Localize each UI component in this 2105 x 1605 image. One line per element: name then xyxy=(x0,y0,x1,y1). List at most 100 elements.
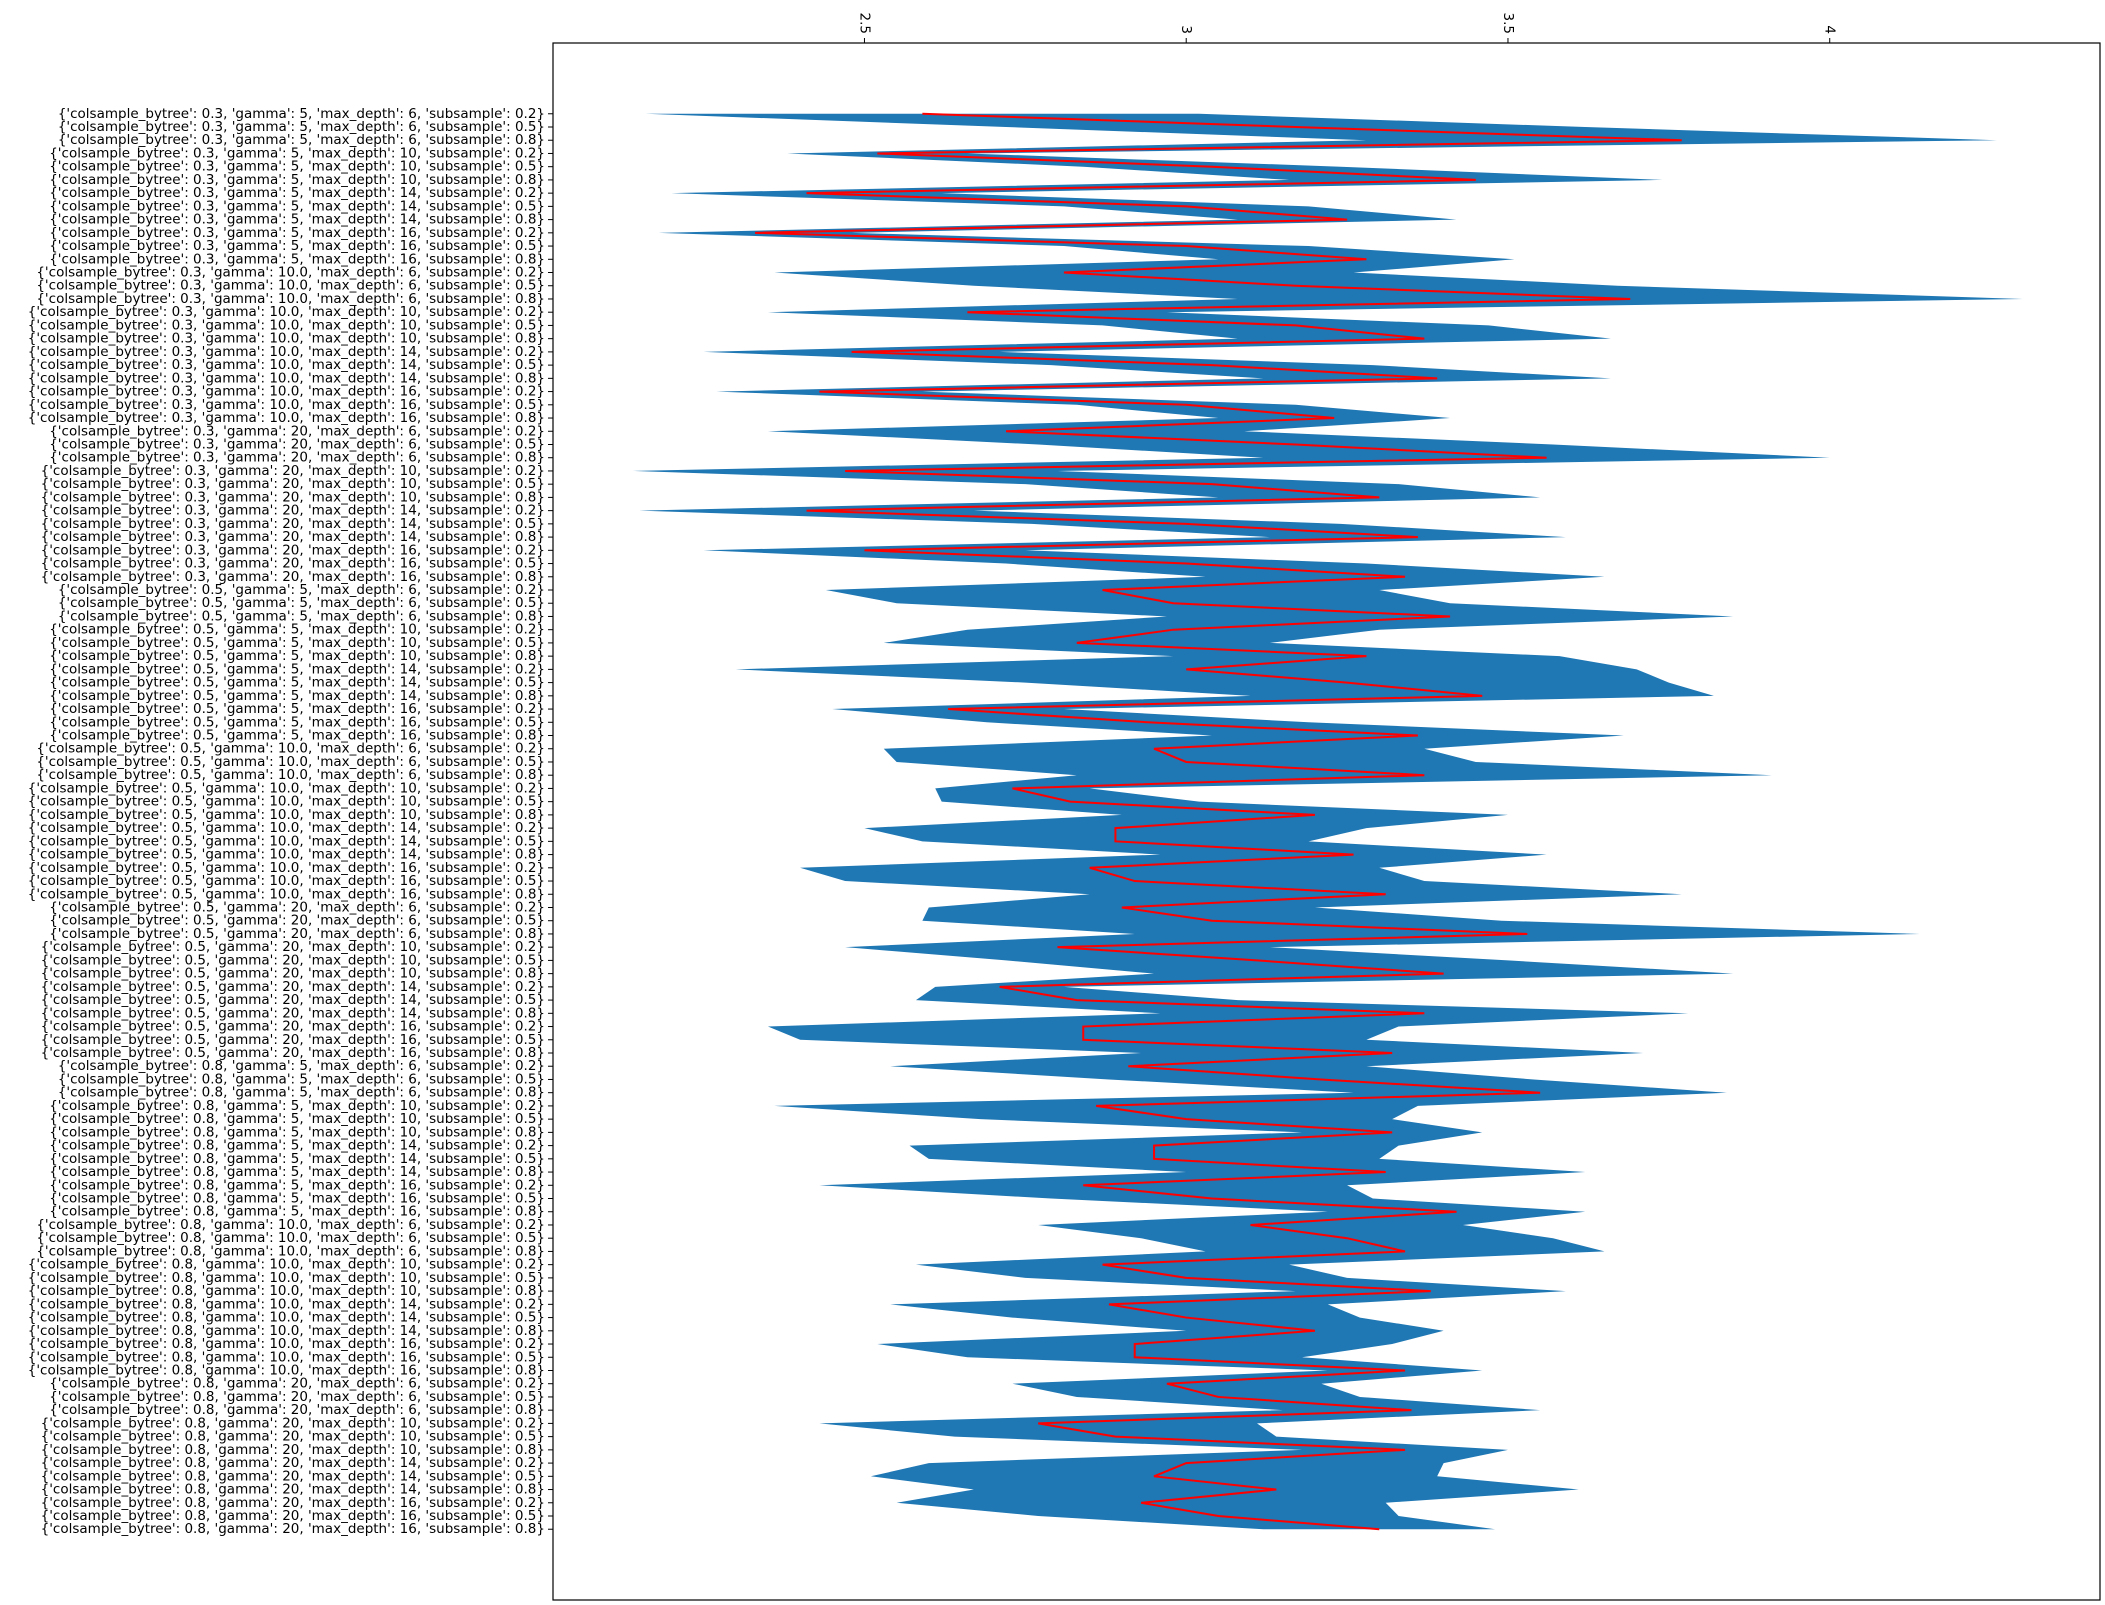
y-tick-label: {'colsample_bytree': 0.8, 'gamma': 20, '… xyxy=(49,1402,545,1418)
x-tick-label: 4 xyxy=(1822,25,1838,34)
y-tick-label: {'colsample_bytree': 0.5, 'gamma': 20, '… xyxy=(41,966,545,982)
y-tick-label: {'colsample_bytree': 0.5, 'gamma': 10.0,… xyxy=(28,860,545,876)
y-tick-label: {'colsample_bytree': 0.3, 'gamma': 20, '… xyxy=(41,516,545,532)
y-tick-label: {'colsample_bytree': 0.5, 'gamma': 20, '… xyxy=(41,979,545,995)
y-tick-label: {'colsample_bytree': 0.8, 'gamma': 5, 'm… xyxy=(49,1111,545,1127)
y-tick-label: {'colsample_bytree': 0.8, 'gamma': 20, '… xyxy=(49,1376,545,1392)
y-tick-label: {'colsample_bytree': 0.3, 'gamma': 10.0,… xyxy=(36,278,545,294)
y-tick-label: {'colsample_bytree': 0.3, 'gamma': 5, 'm… xyxy=(58,119,545,135)
y-tick-label: {'colsample_bytree': 0.5, 'gamma': 20, '… xyxy=(41,1032,545,1048)
y-tick-label: {'colsample_bytree': 0.5, 'gamma': 5, 'm… xyxy=(58,595,545,611)
y-tick-label: {'colsample_bytree': 0.5, 'gamma': 5, 'm… xyxy=(49,635,545,651)
y-tick-label: {'colsample_bytree': 0.5, 'gamma': 20, '… xyxy=(41,992,545,1008)
y-tick-label: {'colsample_bytree': 0.3, 'gamma': 5, 'm… xyxy=(49,251,545,267)
y-tick-label: {'colsample_bytree': 0.8, 'gamma': 5, 'm… xyxy=(58,1071,545,1087)
y-tick-label: {'colsample_bytree': 0.8, 'gamma': 5, 'm… xyxy=(49,1138,545,1154)
y-tick-label: {'colsample_bytree': 0.3, 'gamma': 20, '… xyxy=(41,489,545,505)
y-tick-label: {'colsample_bytree': 0.3, 'gamma': 10.0,… xyxy=(28,344,545,360)
y-tick-label: {'colsample_bytree': 0.3, 'gamma': 20, '… xyxy=(41,503,545,519)
y-tick-label: {'colsample_bytree': 0.8, 'gamma': 10.0,… xyxy=(28,1283,545,1299)
y-tick-label: {'colsample_bytree': 0.5, 'gamma': 5, 'm… xyxy=(58,582,545,598)
y-tick-label: {'colsample_bytree': 0.8, 'gamma': 10.0,… xyxy=(36,1230,545,1246)
y-tick-label: {'colsample_bytree': 0.5, 'gamma': 5, 'm… xyxy=(49,728,545,744)
y-tick-label: {'colsample_bytree': 0.3, 'gamma': 20, '… xyxy=(49,436,545,452)
y-tick-label: {'colsample_bytree': 0.5, 'gamma': 10.0,… xyxy=(28,873,545,889)
y-tick-label: {'colsample_bytree': 0.5, 'gamma': 10.0,… xyxy=(36,767,545,783)
y-tick-label: {'colsample_bytree': 0.5, 'gamma': 20, '… xyxy=(41,939,545,955)
y-tick-label: {'colsample_bytree': 0.3, 'gamma': 20, '… xyxy=(41,569,545,585)
y-tick-label: {'colsample_bytree': 0.5, 'gamma': 20, '… xyxy=(49,913,545,929)
y-tick-label: {'colsample_bytree': 0.8, 'gamma': 5, 'm… xyxy=(49,1098,545,1114)
y-tick-label: {'colsample_bytree': 0.5, 'gamma': 10.0,… xyxy=(28,820,545,836)
y-tick-label: {'colsample_bytree': 0.3, 'gamma': 10.0,… xyxy=(28,317,545,333)
y-tick-label: {'colsample_bytree': 0.3, 'gamma': 5, 'm… xyxy=(49,212,545,228)
y-tick-label: {'colsample_bytree': 0.5, 'gamma': 10.0,… xyxy=(28,847,545,863)
mean-line xyxy=(755,112,1682,1531)
y-tick-label: {'colsample_bytree': 0.8, 'gamma': 10.0,… xyxy=(28,1257,545,1273)
y-tick-label: {'colsample_bytree': 0.8, 'gamma': 5, 'm… xyxy=(58,1085,545,1101)
y-tick-label: {'colsample_bytree': 0.5, 'gamma': 20, '… xyxy=(49,926,545,942)
y-tick-label: {'colsample_bytree': 0.5, 'gamma': 20, '… xyxy=(41,1019,545,1035)
y-tick-label: {'colsample_bytree': 0.3, 'gamma': 20, '… xyxy=(49,423,545,439)
y-tick-label: {'colsample_bytree': 0.5, 'gamma': 10.0,… xyxy=(28,780,545,796)
band-area xyxy=(632,113,2023,1530)
y-tick-label: {'colsample_bytree': 0.8, 'gamma': 5, 'm… xyxy=(58,1058,545,1074)
y-tick-label: {'colsample_bytree': 0.8, 'gamma': 10.0,… xyxy=(28,1336,545,1352)
y-tick-label: {'colsample_bytree': 0.3, 'gamma': 5, 'm… xyxy=(49,145,545,161)
y-tick-label: {'colsample_bytree': 0.5, 'gamma': 10.0,… xyxy=(36,754,545,770)
y-tick-label: {'colsample_bytree': 0.8, 'gamma': 20, '… xyxy=(41,1415,545,1431)
y-tick-label: {'colsample_bytree': 0.8, 'gamma': 10.0,… xyxy=(36,1243,545,1259)
x-tick-label: 2.5 xyxy=(856,13,872,34)
y-tick-label: {'colsample_bytree': 0.5, 'gamma': 10.0,… xyxy=(28,794,545,810)
y-tick-label: {'colsample_bytree': 0.3, 'gamma': 5, 'm… xyxy=(58,132,545,148)
y-tick-label: {'colsample_bytree': 0.5, 'gamma': 20, '… xyxy=(49,899,545,915)
y-tick-label: {'colsample_bytree': 0.5, 'gamma': 10.0,… xyxy=(28,886,545,902)
y-tick-label: {'colsample_bytree': 0.8, 'gamma': 5, 'm… xyxy=(49,1151,545,1167)
y-tick-label: {'colsample_bytree': 0.8, 'gamma': 20, '… xyxy=(41,1468,545,1484)
y-tick-label: {'colsample_bytree': 0.3, 'gamma': 20, '… xyxy=(41,542,545,558)
y-tick-label: {'colsample_bytree': 0.5, 'gamma': 5, 'm… xyxy=(49,688,545,704)
y-tick-label: {'colsample_bytree': 0.8, 'gamma': 10.0,… xyxy=(36,1217,545,1233)
y-tick-label: {'colsample_bytree': 0.3, 'gamma': 5, 'm… xyxy=(49,238,545,254)
y-tick-label: {'colsample_bytree': 0.8, 'gamma': 20, '… xyxy=(41,1521,545,1537)
y-tick-label: {'colsample_bytree': 0.8, 'gamma': 5, 'm… xyxy=(49,1124,545,1140)
y-tick-label: {'colsample_bytree': 0.3, 'gamma': 20, '… xyxy=(49,450,545,466)
y-tick-label: {'colsample_bytree': 0.3, 'gamma': 10.0,… xyxy=(28,397,545,413)
y-tick-label: {'colsample_bytree': 0.5, 'gamma': 20, '… xyxy=(41,1045,545,1061)
y-tick-label: {'colsample_bytree': 0.5, 'gamma': 10.0,… xyxy=(36,741,545,757)
y-tick-label: {'colsample_bytree': 0.5, 'gamma': 10.0,… xyxy=(28,807,545,823)
y-tick-label: {'colsample_bytree': 0.3, 'gamma': 5, 'm… xyxy=(58,106,545,122)
y-tick-label: {'colsample_bytree': 0.5, 'gamma': 5, 'm… xyxy=(49,622,545,638)
y-tick-label: {'colsample_bytree': 0.3, 'gamma': 5, 'm… xyxy=(49,225,545,241)
y-tick-label: {'colsample_bytree': 0.5, 'gamma': 5, 'm… xyxy=(49,648,545,664)
y-tick-label: {'colsample_bytree': 0.8, 'gamma': 20, '… xyxy=(41,1482,545,1498)
y-tick-label: {'colsample_bytree': 0.8, 'gamma': 5, 'm… xyxy=(49,1204,545,1220)
y-tick-label: {'colsample_bytree': 0.3, 'gamma': 10.0,… xyxy=(28,410,545,426)
y-tick-label: {'colsample_bytree': 0.3, 'gamma': 10.0,… xyxy=(36,265,545,281)
y-tick-label: {'colsample_bytree': 0.8, 'gamma': 20, '… xyxy=(41,1508,545,1524)
y-tick-label: {'colsample_bytree': 0.3, 'gamma': 5, 'm… xyxy=(49,185,545,201)
y-tick-label: {'colsample_bytree': 0.3, 'gamma': 20, '… xyxy=(41,529,545,545)
y-tick-label: {'colsample_bytree': 0.8, 'gamma': 10.0,… xyxy=(28,1270,545,1286)
y-tick-label: {'colsample_bytree': 0.3, 'gamma': 20, '… xyxy=(41,463,545,479)
y-tick-label: {'colsample_bytree': 0.8, 'gamma': 10.0,… xyxy=(28,1362,545,1378)
x-tick-label: 3 xyxy=(1178,25,1194,34)
y-tick-label: {'colsample_bytree': 0.3, 'gamma': 20, '… xyxy=(41,476,545,492)
plot-frame xyxy=(552,42,2101,1601)
y-tick-label: {'colsample_bytree': 0.3, 'gamma': 5, 'm… xyxy=(49,198,545,214)
x-tick-label: 3.5 xyxy=(1500,13,1516,34)
y-tick-label: {'colsample_bytree': 0.3, 'gamma': 20, '… xyxy=(41,556,545,572)
y-tick-label: {'colsample_bytree': 0.8, 'gamma': 20, '… xyxy=(41,1442,545,1458)
y-tick-label: {'colsample_bytree': 0.8, 'gamma': 20, '… xyxy=(41,1495,545,1511)
y-tick-label: {'colsample_bytree': 0.5, 'gamma': 5, 'm… xyxy=(49,714,545,730)
y-tick-label: {'colsample_bytree': 0.3, 'gamma': 10.0,… xyxy=(28,370,545,386)
y-tick-label: {'colsample_bytree': 0.3, 'gamma': 10.0,… xyxy=(28,331,545,347)
y-tick-label: {'colsample_bytree': 0.8, 'gamma': 10.0,… xyxy=(28,1296,545,1312)
y-tick-label: {'colsample_bytree': 0.3, 'gamma': 5, 'm… xyxy=(49,159,545,175)
y-tick-label: {'colsample_bytree': 0.3, 'gamma': 10.0,… xyxy=(28,384,545,400)
y-tick-label: {'colsample_bytree': 0.5, 'gamma': 5, 'm… xyxy=(58,608,545,624)
y-tick-label: {'colsample_bytree': 0.5, 'gamma': 20, '… xyxy=(41,1005,545,1021)
y-tick-label: {'colsample_bytree': 0.5, 'gamma': 5, 'm… xyxy=(49,675,545,691)
y-tick-label: {'colsample_bytree': 0.8, 'gamma': 20, '… xyxy=(41,1455,545,1471)
